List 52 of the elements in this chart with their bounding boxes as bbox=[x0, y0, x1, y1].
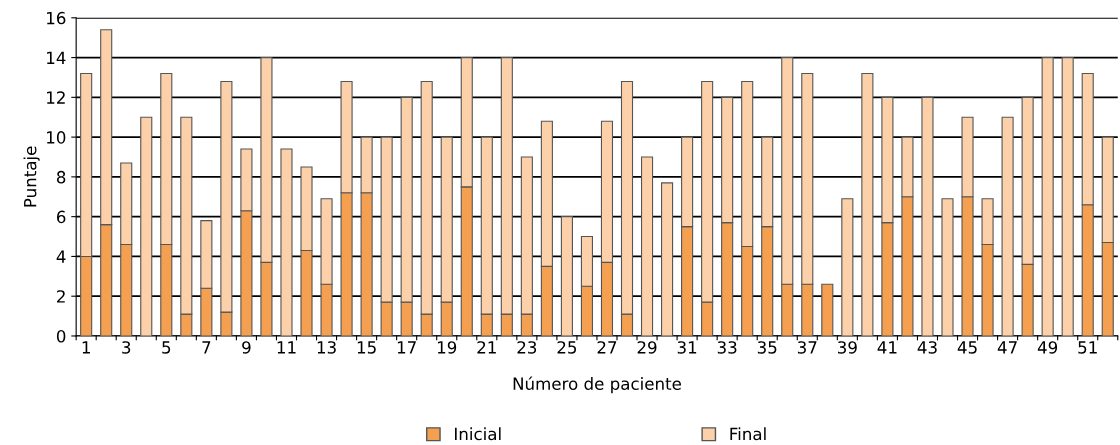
y-tick-label: 10 bbox=[47, 131, 66, 144]
bar bbox=[640, 156, 654, 336]
x-tick-label: 37 bbox=[797, 341, 817, 354]
x-tick-label: 1 bbox=[82, 341, 90, 354]
x-tick-label: 27 bbox=[597, 341, 617, 354]
bar bbox=[921, 96, 934, 336]
y-tick-label: 16 bbox=[47, 11, 66, 25]
x-tick-label: 13 bbox=[317, 341, 336, 354]
y-tick-label: 8 bbox=[56, 170, 66, 184]
x-tick-label: 23 bbox=[517, 341, 537, 354]
bar bbox=[560, 216, 573, 336]
x-tick-label: 21 bbox=[477, 341, 496, 354]
x-tick-label: 29 bbox=[637, 341, 657, 354]
x-tick-label: 35 bbox=[757, 341, 777, 354]
x-axis-title: Número de paciente bbox=[513, 376, 681, 394]
x-tick-label: 11 bbox=[277, 341, 296, 354]
y-tick-label: 6 bbox=[57, 210, 66, 224]
y-tick-label: 0 bbox=[56, 329, 66, 343]
y-tick-label: 14 bbox=[47, 51, 66, 64]
y-tick-label: 12 bbox=[47, 91, 65, 104]
x-tick-label: 5 bbox=[162, 341, 171, 354]
bar bbox=[841, 198, 854, 336]
x-tick-label: 43 bbox=[917, 341, 937, 354]
y-tick-label: 4 bbox=[56, 250, 66, 263]
x-tick-label: 31 bbox=[677, 341, 697, 354]
x-tick-label: 7 bbox=[202, 341, 211, 354]
legend-label: Inicial bbox=[455, 427, 501, 441]
bar bbox=[861, 72, 874, 336]
x-tick-label: 45 bbox=[957, 341, 977, 354]
bar bbox=[1001, 116, 1014, 336]
legend-label: Final bbox=[730, 427, 766, 441]
x-tick-label: 17 bbox=[397, 341, 416, 354]
bar bbox=[140, 116, 153, 336]
x-tick-label: 33 bbox=[717, 341, 737, 354]
x-tick-label: 47 bbox=[997, 341, 1017, 354]
x-tick-label: 49 bbox=[1037, 341, 1058, 354]
x-tick-label: 9 bbox=[242, 341, 251, 354]
bar bbox=[280, 148, 293, 336]
x-tick-label: 19 bbox=[437, 341, 457, 354]
y-axis-title: Puntaje bbox=[23, 146, 40, 207]
bar bbox=[941, 198, 954, 336]
bar bbox=[1041, 57, 1054, 336]
x-tick-label: 25 bbox=[557, 341, 577, 354]
x-tick-label: 41 bbox=[877, 341, 897, 354]
x-tick-label: 51 bbox=[1078, 341, 1097, 354]
y-tick-label: 2 bbox=[57, 290, 65, 303]
bar bbox=[1061, 57, 1074, 336]
x-tick-label: 15 bbox=[357, 341, 376, 354]
bar bbox=[661, 182, 674, 336]
x-tick-label: 3 bbox=[122, 341, 131, 354]
bar bbox=[821, 283, 834, 336]
x-tick-label: 39 bbox=[838, 341, 857, 354]
